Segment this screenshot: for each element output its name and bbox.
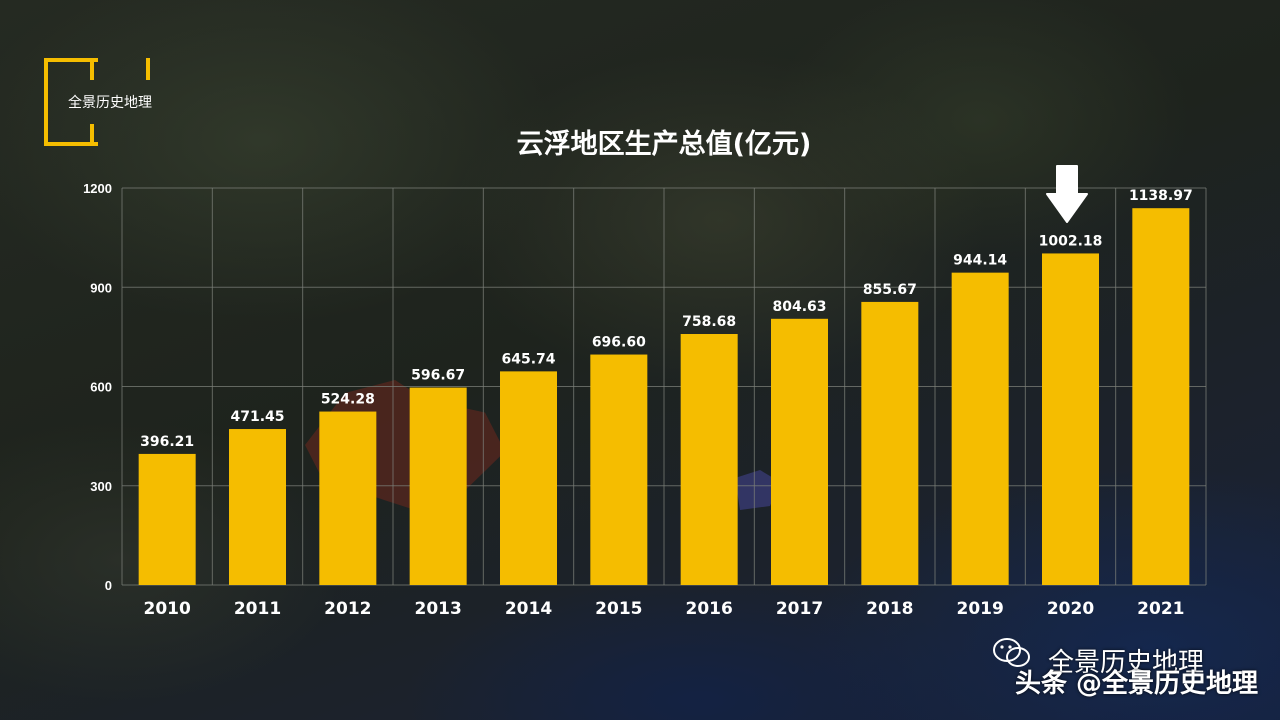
data-label: 524.28 [321, 392, 375, 408]
bar-2013 [409, 387, 467, 585]
x-tick-label: 2014 [505, 599, 552, 619]
x-tick-label: 2020 [1047, 599, 1094, 619]
bar-2012 [319, 411, 377, 585]
bar-2018 [861, 301, 919, 585]
data-label: 645.74 [501, 351, 555, 367]
bar-2020 [1042, 253, 1099, 586]
down-arrow-icon [1046, 165, 1088, 223]
bar-2010 [138, 453, 196, 585]
x-tick-label: 2016 [686, 599, 733, 619]
y-tick-label: 1200 [83, 181, 112, 196]
x-tick-label: 2021 [1137, 599, 1184, 619]
y-tick-label: 600 [90, 380, 112, 395]
bar-2019 [951, 272, 1009, 585]
bar-2021 [1132, 208, 1190, 585]
data-label: 944.14 [953, 253, 1007, 269]
x-tick-label: 2019 [957, 599, 1004, 619]
data-label: 758.68 [682, 314, 736, 330]
x-tick-label: 2017 [776, 599, 823, 619]
bar-2017 [771, 318, 828, 585]
bar-2015 [590, 354, 648, 585]
bar-2011 [229, 429, 286, 585]
x-tick-label: 2015 [595, 599, 642, 619]
y-tick-label: 300 [90, 479, 112, 494]
platform-watermark: 头条 @全景历史地理 [1014, 669, 1258, 699]
chart-title: 云浮地区生产总值(亿元) [516, 129, 812, 160]
x-tick-label: 2013 [415, 599, 462, 619]
bar-2016 [680, 334, 738, 585]
x-tick-label: 2011 [234, 599, 281, 619]
x-tick-label: 2012 [324, 599, 371, 619]
y-tick-label: 0 [105, 578, 112, 593]
bar-2014 [500, 371, 557, 585]
wechat-account-name: 全景历史地理 [1048, 648, 1205, 678]
logo-text: 全景历史地理 [68, 95, 152, 111]
logo-bracket [44, 58, 150, 146]
data-label: 471.45 [230, 409, 284, 425]
data-label: 596.67 [411, 368, 465, 384]
x-tick-label: 2018 [866, 599, 913, 619]
data-label: 1138.97 [1129, 188, 1193, 204]
data-label: 804.63 [772, 299, 826, 315]
data-label: 1002.18 [1039, 233, 1103, 249]
data-label: 396.21 [140, 434, 194, 450]
x-tick-label: 2010 [144, 599, 191, 619]
data-label: 696.60 [592, 335, 646, 351]
data-label: 855.67 [863, 282, 917, 298]
wechat-icon [993, 638, 1030, 667]
y-tick-label: 900 [90, 280, 112, 295]
